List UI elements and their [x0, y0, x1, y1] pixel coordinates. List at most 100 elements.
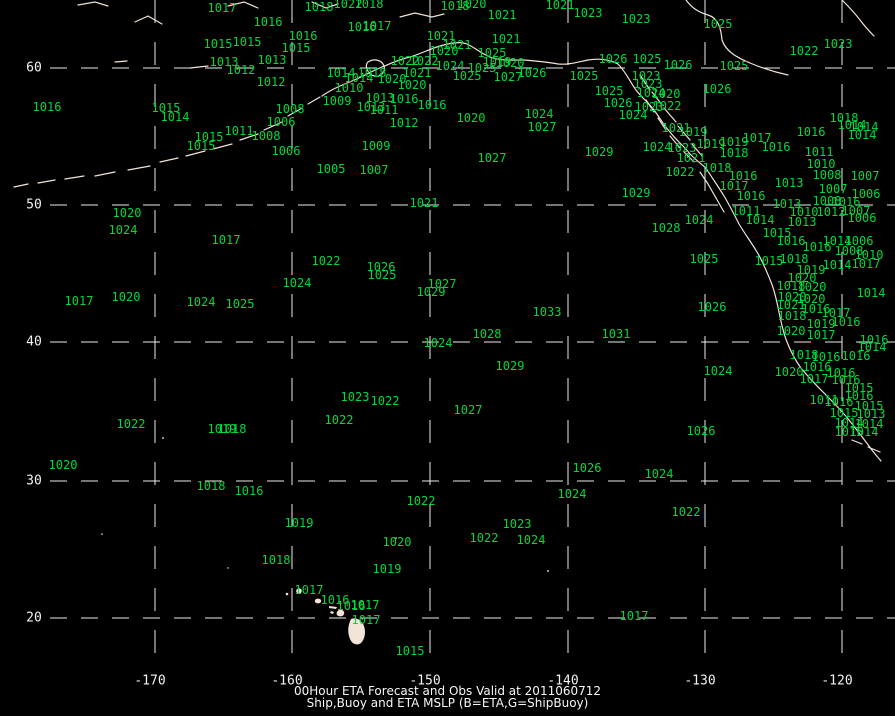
station-value: 1021: [545, 0, 575, 12]
station-value: 1007: [850, 169, 880, 183]
station-value: 1026: [663, 58, 693, 72]
station-value: 1018: [440, 0, 470, 13]
lat-label-20: 20: [26, 610, 42, 626]
station-value: 1018: [196, 479, 226, 493]
station-value: 1022: [311, 254, 341, 268]
station-value: 1022: [390, 54, 420, 68]
lon-label--120: -120: [821, 673, 853, 689]
station-value: 1010: [334, 81, 364, 95]
station-value: 1025: [703, 17, 733, 31]
station-value: 1013: [365, 91, 395, 105]
station-value: 1013: [856, 407, 886, 421]
station-value: 1024: [516, 533, 546, 547]
station-value: 1016: [728, 169, 758, 183]
station-value: 1010: [854, 248, 884, 262]
station-value: 1020: [796, 292, 826, 306]
station-value: 1016: [417, 98, 447, 112]
station-value: 1029: [621, 186, 651, 200]
station-value: 1016: [736, 189, 766, 203]
station-value: 1024: [557, 487, 587, 501]
station-value: 1016: [253, 15, 283, 29]
station-value: 1020: [382, 535, 412, 549]
station-value: 1016: [288, 29, 318, 43]
station-value: 1022: [671, 505, 701, 519]
station-value: 1028: [651, 221, 681, 235]
station-value: 1023: [633, 77, 663, 91]
station-value: 1015: [203, 37, 233, 51]
station-value: 1025: [467, 61, 497, 75]
station-value: 1024: [524, 107, 554, 121]
station-value: 1008: [251, 129, 281, 143]
lat-label-40: 40: [26, 334, 42, 350]
station-value: 1023: [621, 12, 651, 26]
station-value: 1005: [316, 162, 346, 176]
station-value: 1015: [829, 406, 859, 420]
station-value: 1029: [584, 145, 614, 159]
station-value: 1024: [186, 295, 216, 309]
station-value: 1027: [477, 151, 507, 165]
station-value: 1017: [821, 306, 851, 320]
station-value: 1016: [347, 20, 377, 34]
map-title-line1: 00Hour ETA Forecast and Obs Valid at 201…: [293, 684, 602, 698]
station-value: 1027: [527, 120, 557, 134]
station-value: 1024: [684, 213, 714, 227]
station-value: 1025: [452, 69, 482, 83]
station-value: 1006: [847, 211, 877, 225]
station-value: 1020: [797, 280, 827, 294]
station-value: 1015: [232, 35, 262, 49]
station-value: 1016: [336, 599, 366, 613]
station-value: 1019: [719, 135, 749, 149]
station-value: 1017: [294, 583, 324, 597]
station-value: 1023: [823, 37, 853, 51]
station-value: 1016: [801, 302, 831, 316]
lat-label-30: 30: [26, 473, 42, 489]
station-value: 1016: [761, 140, 791, 154]
station-value: 1008: [812, 168, 842, 182]
station-value: 1013: [772, 197, 802, 211]
station-value: 1022: [409, 54, 439, 68]
station-value: 1020: [48, 458, 78, 472]
station-value: 1016: [796, 125, 826, 139]
station-value: 1017: [742, 131, 772, 145]
station-value: 1025: [719, 59, 749, 73]
station-value: 1014: [822, 234, 852, 248]
station-value: 1024: [435, 59, 465, 73]
station-value: 1025: [594, 84, 624, 98]
station-value: 1014: [834, 416, 864, 430]
station-value: 1006: [266, 115, 296, 129]
station-value: 1014: [160, 110, 190, 124]
station-value: 1016: [844, 389, 874, 403]
station-value: 1020: [651, 87, 681, 101]
lat-label-50: 50: [26, 197, 42, 213]
station-value: 1021: [487, 8, 517, 22]
station-value: 1020: [495, 56, 525, 70]
map-title-line2: Ship,Buoy and ETA MSLP (B=ETA,G=ShipBuoy…: [306, 696, 589, 710]
station-value: 1015: [151, 101, 181, 115]
station-value: 1023: [340, 390, 370, 404]
station-value: 1021: [676, 151, 706, 165]
station-value: 1021: [426, 29, 456, 43]
station-value: 1029: [495, 359, 525, 373]
station-value: 1016: [859, 333, 889, 347]
station-value: 1016: [831, 315, 861, 329]
station-value: 1017: [619, 609, 649, 623]
station-value: 1024: [644, 467, 674, 481]
station-value: 1020: [787, 271, 817, 285]
station-value: 1022: [789, 44, 819, 58]
station-value: 1018: [702, 161, 732, 175]
station-value: 1006: [851, 187, 881, 201]
station-value: 1010: [789, 205, 819, 219]
station-value: 1020: [397, 78, 427, 92]
station-value: 1022: [116, 417, 146, 431]
station-value: 1019: [207, 422, 237, 436]
station-value: 1022: [652, 99, 682, 113]
lon-label--160: -160: [271, 673, 303, 689]
station-value: 1017: [362, 19, 392, 33]
station-value: 1018: [779, 252, 809, 266]
station-value: 1018: [261, 553, 291, 567]
station-value: 1021: [402, 66, 432, 80]
station-value: 1023: [502, 517, 532, 531]
station-value: 1020: [377, 72, 407, 86]
station-value: 1026: [366, 260, 396, 274]
